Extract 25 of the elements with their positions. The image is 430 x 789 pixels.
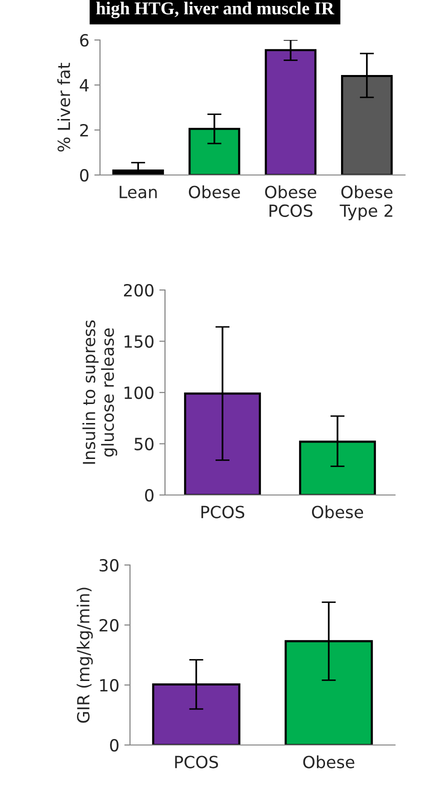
x-tick-label: Obese (303, 755, 354, 768)
x-tick-label: Obese (188, 185, 240, 198)
y-tick-label: 0 (145, 488, 154, 502)
y-tick-label: 0 (110, 738, 118, 752)
y-tick-label: 30 (100, 558, 118, 572)
x-tick-label: PCOS (175, 756, 218, 768)
y-tick-label: 0 (80, 168, 88, 182)
y-tick-label: 6 (80, 34, 89, 47)
y-tick-label: 50 (134, 438, 154, 450)
x-tick-label: Obese PCOS (265, 185, 316, 217)
x-tick-label: Obese Type 2 (340, 185, 392, 220)
y-tick-label: 200 (124, 284, 154, 297)
x-tick-label: Lean (120, 186, 157, 198)
y-axis-title: GIR (mg/kg/min) (76, 588, 93, 723)
y-tick-label: 150 (124, 335, 154, 348)
y-tick-label: 10 (100, 678, 118, 692)
chart-title: high HTG, liver and muscle IR (96, 2, 334, 18)
y-tick-label: 20 (100, 618, 118, 632)
y-axis-title: Insulin to supress glucose release (82, 320, 118, 464)
x-tick-label: Obese (312, 505, 364, 518)
y-tick-label: 100 (124, 386, 154, 400)
x-tick-label: PCOS (201, 506, 244, 518)
y-axis-title: % Liver fat (57, 62, 70, 152)
y-tick-label: 2 (80, 124, 88, 136)
y-tick-label: 4 (80, 79, 89, 92)
